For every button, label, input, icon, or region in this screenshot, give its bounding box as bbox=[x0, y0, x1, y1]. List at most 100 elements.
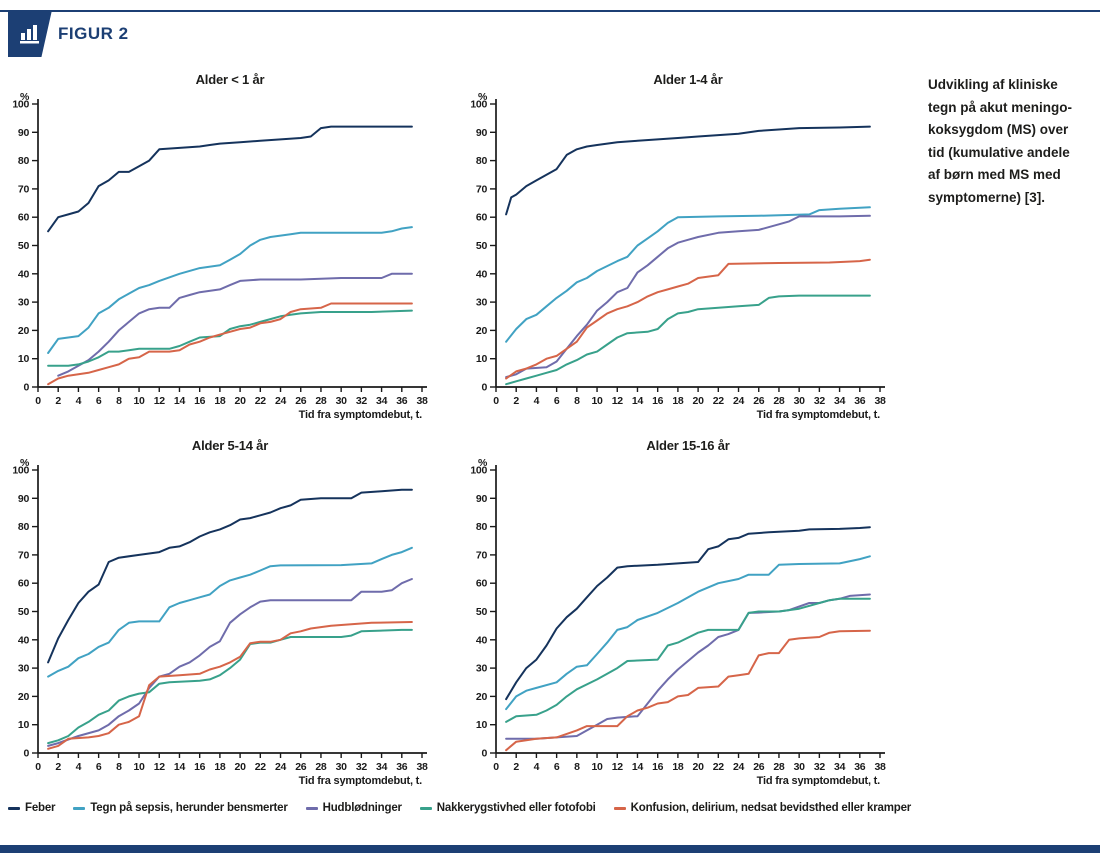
series-line-konfusion bbox=[47, 302, 413, 386]
x-tick-label: 2 bbox=[55, 761, 61, 773]
y-tick-label: 0 bbox=[23, 382, 29, 394]
x-tick-label: 20 bbox=[235, 395, 247, 407]
y-tick-label: 10 bbox=[476, 719, 488, 731]
x-tick-label: 24 bbox=[733, 761, 745, 773]
x-tick-label: 34 bbox=[376, 395, 388, 407]
x-tick-label: 10 bbox=[134, 395, 146, 407]
series-line-sepsis bbox=[505, 206, 871, 343]
y-tick-label: 60 bbox=[18, 212, 30, 224]
y-tick-label: 40 bbox=[18, 634, 30, 646]
x-tick-label: 0 bbox=[35, 761, 41, 773]
chart-title: Alder 15-16 år bbox=[646, 438, 730, 453]
series-line-hudblodninger bbox=[505, 593, 871, 740]
series-line-konfusion bbox=[505, 629, 871, 752]
x-axis-label: Tid fra symptomdebut, t. bbox=[299, 409, 422, 420]
figure-badge bbox=[8, 10, 52, 57]
y-tick-label: 70 bbox=[18, 183, 30, 195]
chart-title: Alder 5-14 år bbox=[191, 438, 269, 453]
bar-chart-icon bbox=[20, 24, 39, 43]
chart-panel-alder-15-16: Alder 15-16 år 0 10 20 30 40 50 60 70 80 90 100 0 2 4… bbox=[460, 438, 918, 786]
x-tick-label: 6 bbox=[554, 395, 560, 407]
y-tick-label: 20 bbox=[476, 325, 488, 337]
y-tick-label: 70 bbox=[476, 183, 488, 195]
legend-item: Nakkerygstivhed eller fotofobi bbox=[419, 802, 596, 814]
caption-line: af børn med MS med bbox=[928, 167, 1061, 182]
y-tick-label: 80 bbox=[18, 521, 30, 533]
x-tick-label: 34 bbox=[834, 395, 846, 407]
x-tick-label: 12 bbox=[612, 395, 624, 407]
x-tick-label: 22 bbox=[255, 761, 267, 773]
legend-label: Feber bbox=[25, 802, 56, 814]
x-tick-label: 28 bbox=[315, 761, 327, 773]
y-tick-label: 20 bbox=[476, 691, 488, 703]
series-line-konfusion bbox=[47, 621, 413, 750]
x-tick-label: 36 bbox=[854, 395, 866, 407]
series-line-sepsis bbox=[47, 226, 413, 354]
x-tick-label: 4 bbox=[534, 761, 540, 773]
chart-title: Alder 1-4 år bbox=[653, 72, 723, 87]
x-tick-label: 10 bbox=[592, 395, 604, 407]
x-tick-label: 38 bbox=[416, 761, 428, 773]
x-tick-label: 30 bbox=[336, 761, 348, 773]
x-tick-label: 28 bbox=[773, 761, 785, 773]
y-tick-label: 20 bbox=[18, 325, 30, 337]
x-tick-label: 38 bbox=[874, 761, 886, 773]
x-tick-label: 24 bbox=[275, 761, 287, 773]
chart-panel-alder-1-4: Alder 1-4 år 0 10 20 30 40 50 60 70 80 90 100 0 2 4 6 8… bbox=[460, 72, 918, 420]
legend: Feber Tegn på sepsis, herunder bensmerter… bbox=[8, 802, 1096, 814]
x-tick-label: 14 bbox=[174, 395, 186, 407]
x-tick-label: 2 bbox=[55, 395, 61, 407]
x-tick-label: 10 bbox=[134, 761, 146, 773]
x-tick-label: 38 bbox=[416, 395, 428, 407]
x-tick-label: 4 bbox=[76, 395, 82, 407]
x-axis-label: Tid fra symptomdebut, t. bbox=[757, 775, 880, 786]
y-tick-label: 100 bbox=[470, 99, 487, 111]
x-tick-label: 30 bbox=[794, 761, 806, 773]
legend-label: Tegn på sepsis, herunder bensmerter bbox=[90, 802, 288, 814]
x-tick-label: 8 bbox=[116, 761, 122, 773]
series-line-hudblodninger bbox=[47, 578, 413, 747]
x-tick-label: 12 bbox=[612, 761, 624, 773]
legend-item: Tegn på sepsis, herunder bensmerter bbox=[73, 802, 288, 814]
x-tick-label: 30 bbox=[794, 395, 806, 407]
x-axis-label: Tid fra symptomdebut, t. bbox=[299, 775, 422, 786]
y-tick-label: 40 bbox=[476, 268, 488, 280]
y-tick-label: 100 bbox=[12, 465, 29, 477]
x-tick-label: 8 bbox=[574, 395, 580, 407]
caption-line: Udvikling af kliniske bbox=[928, 77, 1058, 92]
x-tick-label: 12 bbox=[154, 761, 166, 773]
x-tick-label: 10 bbox=[592, 761, 604, 773]
caption-line: tid (kumulative andele bbox=[928, 144, 1070, 160]
y-tick-label: 10 bbox=[476, 353, 488, 365]
series-line-nakkerygstivhed bbox=[505, 597, 871, 723]
y-tick-label: 90 bbox=[18, 493, 30, 505]
series-line-sepsis bbox=[505, 555, 871, 711]
x-tick-label: 16 bbox=[652, 395, 664, 407]
x-tick-label: 6 bbox=[96, 395, 102, 407]
legend-swatch-sepsis bbox=[73, 806, 86, 810]
bottom-bar bbox=[0, 845, 1100, 853]
x-tick-label: 14 bbox=[632, 395, 644, 407]
y-tick-label: 30 bbox=[18, 663, 30, 675]
x-tick-label: 36 bbox=[396, 395, 408, 407]
y-tick-label: 60 bbox=[476, 578, 488, 590]
caption-line: tegn på akut meningo- bbox=[928, 99, 1073, 115]
x-tick-label: 14 bbox=[632, 761, 644, 773]
x-tick-label: 24 bbox=[275, 395, 287, 407]
caption-line: koksygdom (MS) over bbox=[928, 122, 1069, 137]
figure-caption: Udvikling af kliniske tegn på akut mening… bbox=[928, 72, 1088, 786]
legend-item: Hudblødninger bbox=[305, 802, 402, 814]
series-line-nakkerygstivhed bbox=[505, 294, 871, 386]
x-tick-label: 28 bbox=[315, 395, 327, 407]
y-tick-label: 30 bbox=[476, 297, 488, 309]
charts-grid: Alder < 1 år 0 10 20 30 40 50 60 70 80 90 100 0 2 4 6 8… bbox=[2, 72, 918, 786]
x-tick-label: 6 bbox=[554, 761, 560, 773]
x-tick-label: 14 bbox=[174, 761, 186, 773]
y-tick-label: 50 bbox=[18, 240, 30, 252]
y-axis-unit-label: % bbox=[478, 91, 488, 103]
series-line-hudblodninger bbox=[57, 272, 413, 377]
caption-line: symptomerne) [3]. bbox=[928, 189, 1046, 205]
legend-item: Feber bbox=[8, 802, 56, 814]
x-tick-label: 18 bbox=[214, 761, 226, 773]
series-line-konfusion bbox=[505, 258, 871, 380]
